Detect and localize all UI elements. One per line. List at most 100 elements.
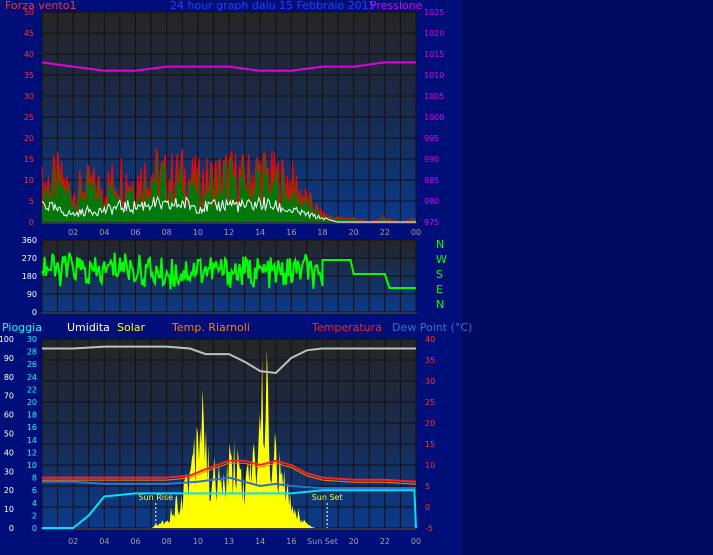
wind-axis-label: Forza vento1 [5, 0, 77, 12]
temperature-y-tick-label: 30 [425, 377, 435, 386]
wind-direction-line [41, 252, 416, 290]
wind-y-tick-label: 10 [24, 176, 34, 185]
temperature-y-tick-label: 20 [425, 419, 435, 428]
solar-y-tick-label: 12 [27, 448, 37, 457]
weather-x-tick-label: 14 [255, 537, 265, 546]
rain-y-tick-label: 60 [4, 411, 14, 420]
dew-point-line [42, 476, 416, 490]
wind-average-area [42, 148, 416, 222]
solar-y-tick-label: 18 [27, 411, 37, 420]
axes: 0510152025303540455097598098599099510001… [0, 8, 447, 546]
wind-y-tick-label: 50 [24, 8, 34, 17]
legend-umidita: Umidita [67, 321, 110, 334]
solar-y-tick-label: 2 [32, 511, 37, 520]
solar-y-tick-label: 6 [32, 486, 37, 495]
solar-y-tick-label: 28 [27, 348, 37, 357]
humidity-line [42, 345, 416, 375]
solar-y-tick-label: 16 [27, 423, 37, 432]
pressure-y-tick-label: 985 [424, 176, 439, 185]
compass-label: N [436, 298, 444, 311]
direction-y-tick-label: 0 [32, 308, 37, 317]
weather-x-tick-label: 13 [224, 537, 234, 546]
rain-y-tick-label: 40 [4, 448, 14, 457]
solar-y-tick-label: 10 [27, 461, 37, 470]
solar-y-tick-label: 14 [27, 436, 37, 445]
direction-y-tick-label: 270 [22, 254, 37, 263]
wind-x-tick-label: 20 [349, 228, 359, 237]
temperature-y-tick-label: 25 [425, 398, 435, 407]
legend-temp-riarnoli: Temp. Riarnoli [171, 321, 250, 334]
weather-x-tick-label: 04 [99, 537, 109, 546]
temp-riarnoli-line [42, 462, 417, 485]
legend-pioggia: Pioggia [2, 321, 42, 334]
wind-x-tick-label: 18 [317, 228, 327, 237]
rain-y-tick-label: 50 [4, 430, 14, 439]
legend-solar: Solar [117, 321, 146, 334]
wind-x-tick-label: 16 [286, 228, 296, 237]
pressure-y-tick-label: 1000 [424, 113, 444, 122]
rain-y-tick-label: 20 [4, 486, 14, 495]
temperature-line [42, 459, 417, 483]
pressure-y-tick-label: 990 [424, 155, 439, 164]
weather-x-tick-label: 20 [349, 537, 359, 546]
wind-y-tick-label: 45 [24, 29, 34, 38]
pressure-y-tick-label: 980 [424, 197, 439, 206]
temperature-y-tick-label: 5 [425, 482, 430, 491]
wind-y-tick-label: 5 [29, 197, 34, 206]
weather-x-tick-label: 22 [380, 537, 390, 546]
wind-x-tick-label: 02 [68, 228, 78, 237]
rain-y-tick-label: 30 [4, 467, 14, 476]
pressure-axis-label: Pressione [370, 0, 423, 12]
rain-line [42, 489, 417, 529]
wind-x-tick-label: 12 [224, 228, 234, 237]
weather-x-tick-label: 00 [411, 537, 421, 546]
solar-y-tick-label: 22 [27, 385, 37, 394]
weather-x-tick-label: Sun Set [307, 537, 338, 546]
wind-x-tick-label: 06 [130, 228, 140, 237]
rain-y-tick-label: 80 [4, 373, 14, 382]
chart-marks: Sun Rise Sun Set [41, 61, 417, 529]
weather-x-tick-label: 02 [68, 537, 78, 546]
solar-y-tick-label: 0 [32, 524, 37, 533]
wind-y-tick-label: 40 [24, 50, 34, 59]
weather-x-tick-label: 06 [130, 537, 140, 546]
direction-y-tick-label: 180 [22, 272, 37, 281]
legend-dew-point: Dew Point (°C) [392, 321, 472, 334]
pressure-y-tick-label: 995 [424, 134, 439, 143]
wind-y-tick-label: 30 [24, 92, 34, 101]
solar-y-tick-label: 8 [32, 474, 37, 483]
compass-label: N [436, 238, 444, 251]
temperature-y-tick-label: 15 [425, 440, 435, 449]
rain-y-tick-label: 0 [9, 524, 14, 533]
temperature-y-tick-label: 35 [425, 356, 435, 365]
legend-temperatura: Temperatura [311, 321, 382, 334]
solar-y-tick-label: 24 [27, 373, 37, 382]
pressure-y-tick-label: 975 [424, 218, 439, 227]
rain-y-tick-label: 90 [4, 354, 14, 363]
temperature-y-tick-label: 0 [425, 503, 430, 512]
wind-x-tick-label: 04 [99, 228, 109, 237]
wind-x-tick-label: 14 [255, 228, 265, 237]
rain-y-tick-label: 100 [0, 335, 14, 344]
graph-title: 24 hour graph dalu 15 Febbraio 2015 [170, 0, 376, 12]
wind-x-tick-label: 00 [411, 228, 421, 237]
rain-y-tick-label: 70 [4, 392, 14, 401]
solar-y-tick-label: 20 [27, 398, 37, 407]
wind-x-tick-label: 22 [380, 228, 390, 237]
pressure-y-tick-label: 1015 [424, 50, 444, 59]
solar-y-tick-label: 30 [27, 335, 37, 344]
temperature-y-tick-label: 10 [425, 461, 435, 470]
wind-x-tick-label: 08 [162, 228, 172, 237]
direction-grid [41, 239, 417, 313]
wind-x-tick-label: 10 [193, 228, 203, 237]
direction-y-tick-label: 90 [27, 290, 37, 299]
solar-y-tick-label: 4 [32, 499, 37, 508]
wind-y-tick-label: 35 [24, 71, 34, 80]
compass-label: W [436, 253, 447, 266]
side-column [462, 0, 713, 555]
compass-label: E [436, 283, 443, 296]
temperature-y-tick-label: 40 [425, 335, 435, 344]
wind-gust-line [41, 195, 416, 223]
pressure-y-tick-label: 1025 [424, 8, 444, 17]
pressure-y-tick-label: 1005 [424, 92, 444, 101]
